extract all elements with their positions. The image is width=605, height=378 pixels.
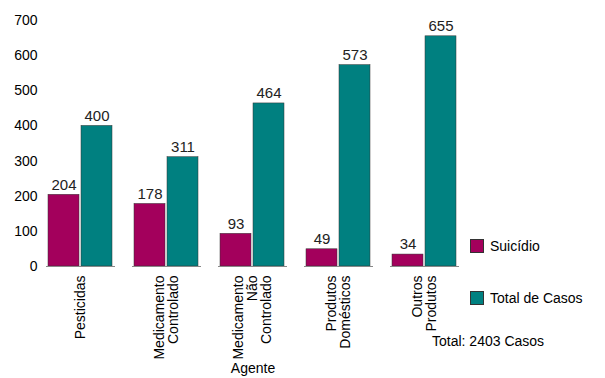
svg-text:178: 178 (137, 185, 162, 202)
svg-text:200: 200 (14, 188, 38, 204)
svg-text:300: 300 (14, 153, 38, 169)
svg-text:464: 464 (256, 84, 281, 101)
svg-text:Pesticidas: Pesticidas (72, 276, 88, 340)
svg-text:655: 655 (428, 17, 453, 34)
svg-text:MedicamentoNãoControlado: MedicamentoNãoControlado (230, 275, 274, 359)
html-text:Total de Casos: Total de Casos (490, 290, 583, 306)
svg-text:OutrosProdutos: OutrosProdutos (409, 276, 439, 332)
svg-text:400: 400 (84, 107, 109, 124)
svg-text:0: 0 (30, 258, 38, 274)
html-text:Suicídio: Suicídio (490, 238, 540, 254)
svg-text:ProdutosDomésticos: ProdutosDomésticos (323, 276, 353, 349)
svg-text:700: 700 (14, 12, 38, 28)
svg-text:500: 500 (14, 82, 38, 98)
svg-text:573: 573 (342, 46, 367, 63)
svg-text:204: 204 (51, 176, 76, 193)
svg-text:311: 311 (171, 138, 195, 155)
svg-text:Agente: Agente (231, 360, 276, 376)
svg-text:34: 34 (400, 235, 417, 252)
svg-text:600: 600 (14, 47, 38, 63)
svg-text:400: 400 (14, 117, 38, 133)
svg-text:100: 100 (14, 223, 38, 239)
svg-text:93: 93 (228, 215, 245, 232)
html-text:Total: 2403 Casos: Total: 2403 Casos (432, 333, 545, 349)
svg-text:49: 49 (314, 230, 331, 247)
svg-text:MedicamentoControlado: MedicamentoControlado (151, 275, 181, 359)
